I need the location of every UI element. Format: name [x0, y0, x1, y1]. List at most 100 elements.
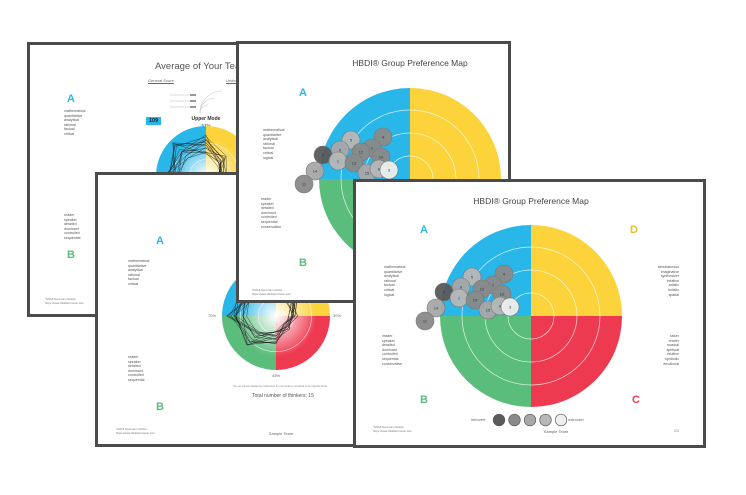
quadrant-word: analytical [263, 137, 278, 142]
legend-extrovert-label: extrovert [568, 417, 584, 422]
quadrant-letter-a: A [67, 93, 75, 105]
quadrant-word: controlled [64, 231, 80, 236]
quadrant-word: dominant [64, 226, 79, 231]
quadrant-word: artistic [668, 283, 679, 288]
quadrant-word: musical [666, 343, 679, 348]
team-member-bubble[interactable]: 14 [426, 298, 446, 318]
quadrant-b [440, 316, 531, 407]
team-member-label: 1 [492, 283, 495, 288]
score-badge: 109 [146, 117, 162, 125]
team-member-label: 1 [371, 146, 374, 151]
quadrant-word: logical [263, 155, 274, 160]
quadrant-letter-a: A [420, 224, 428, 236]
quadrant-word: mathematical [263, 128, 285, 132]
quadrant-word: intuitive [666, 352, 679, 357]
quadrant-word: sequential [64, 235, 81, 240]
team-member-label: 10 [379, 155, 384, 160]
quadrant-word: factual [128, 277, 139, 282]
legend-extraversion-swatch [554, 413, 568, 427]
team-member-label: 5 [471, 275, 474, 280]
quadrant-word: quantitative [128, 263, 147, 268]
quadrant-word: sequential [261, 219, 278, 224]
quadrant-letter-a: A [299, 87, 307, 99]
team-member-bubble[interactable]: 1 [328, 151, 348, 171]
team-member-label: 3 [509, 305, 512, 310]
copyright-text: ©2018 Herrmann Global [373, 425, 404, 429]
quadrant-c [531, 316, 622, 407]
team-member-label: 11 [302, 182, 307, 187]
team-member-label: 8 [499, 304, 502, 309]
page-title: Average of Your Team [155, 61, 249, 72]
quadrant-word: sequential [382, 356, 399, 361]
team-member-bubble[interactable]: 3 [379, 160, 399, 180]
page-title: HBDI® Group Preference Map [352, 58, 468, 68]
team-member-label: 5 [350, 138, 353, 143]
team-member-bubble[interactable]: 1 [449, 288, 469, 308]
group-preference-map-page-front: HBDI® Group Preference Map A D B C mathe… [353, 179, 706, 448]
quadrant-word: rational [128, 272, 140, 277]
quadrant-word: logical [384, 292, 395, 297]
quadrant-letter-c: C [632, 394, 640, 406]
quadrant-word: sequential [128, 377, 145, 382]
team-member-label: 13 [473, 298, 478, 303]
quadrant-word: critical [263, 150, 274, 155]
quadrant-word: spatial [668, 292, 679, 297]
quadrant-letter-b: B [67, 249, 75, 261]
legend-extraversion-swatch [492, 413, 506, 427]
team-member-label: 14 [313, 169, 318, 174]
quadrant-letter-d: D [509, 87, 511, 99]
page-number: 2/3 [674, 429, 679, 433]
quadrant-a-words: mathematical quantitative analytical ration… [384, 265, 405, 297]
quadrant-word: controlled [382, 352, 398, 357]
quadrant-word: rational [263, 141, 275, 146]
quadrant-word: detailed [261, 206, 274, 211]
url-text: https://www.thinkherrmann.com [252, 292, 292, 296]
team-member-bubble[interactable]: 11 [294, 174, 314, 194]
team-name: Sample Team [268, 431, 294, 436]
quadrant-letter-b: B [156, 401, 164, 413]
team-member-bubble[interactable]: 13 [465, 290, 485, 310]
quadrant-b-words: reader speaker detailed dominant controlled s… [128, 355, 144, 383]
team-member-label: 3 [388, 168, 391, 173]
team-member-label: 1 [458, 296, 461, 301]
copyright-text: ©2018 Herrmann Global [45, 297, 76, 301]
quadrant-word: symbolic [665, 356, 679, 361]
team-member-bubble[interactable]: 3 [500, 297, 520, 317]
quadrant-word: mathematical [128, 259, 150, 263]
quadrant-word: critical [384, 287, 395, 292]
team-member-bubble[interactable]: 14 [305, 161, 325, 181]
quadrant-word: rational [384, 278, 396, 283]
quadrant-b-words: reader speaker detailed dominant controlled s… [382, 334, 402, 366]
legend-introvert-label: introvert [471, 417, 486, 422]
quadrant-c-words: talker reader musical spiritual intuitive sym… [631, 334, 679, 366]
quadrant-word: quantitative [64, 113, 83, 118]
quadrant-word: analytical [128, 268, 143, 273]
quadrant-word: detailed [64, 222, 77, 227]
quadrant-letter-b: B [420, 394, 428, 406]
team-member-label: 10 [500, 292, 505, 297]
team-member-label: 8 [378, 167, 381, 172]
quadrant-word: factual [263, 146, 274, 151]
quadrant-letter-b: B [299, 257, 307, 269]
preference-map-chart: 5 4 9 1 12 10 7 1 13 15 8 3 14 11 [415, 225, 622, 427]
quadrant-d [531, 225, 622, 316]
team-member-label: 12 [359, 150, 364, 155]
team-member-label: 13 [352, 161, 357, 166]
team-member-bubble[interactable]: 11 [415, 311, 435, 331]
footer-copyright: ©2018 Herrmann Global https://www.thinkhe… [252, 288, 291, 296]
quadrant-word: dominant [128, 368, 143, 373]
quadrant-word: critical [128, 281, 139, 286]
quadrant-a [156, 126, 206, 176]
quadrant-word: rational [64, 122, 76, 127]
footer-copyright: ©2018 Herrmann Global https://www.thinkhe… [45, 297, 84, 305]
team-member-label: 11 [423, 319, 428, 324]
footer-copyright: ©2018 Herrmann Global https://www.thinkhe… [373, 425, 412, 433]
quadrant-word: dominant [261, 210, 276, 215]
footer-copyright: ©2018 Herrmann Global https://www.thinkhe… [116, 427, 155, 435]
quadrant-word: speaker [128, 359, 141, 364]
team-member-bubble[interactable]: 13 [344, 153, 364, 173]
quadrant-word: quantitative [384, 269, 403, 274]
quadrant-word: reader [261, 197, 272, 201]
legend-extraversion-swatch [539, 413, 552, 427]
quadrant-word: critical [64, 131, 75, 136]
